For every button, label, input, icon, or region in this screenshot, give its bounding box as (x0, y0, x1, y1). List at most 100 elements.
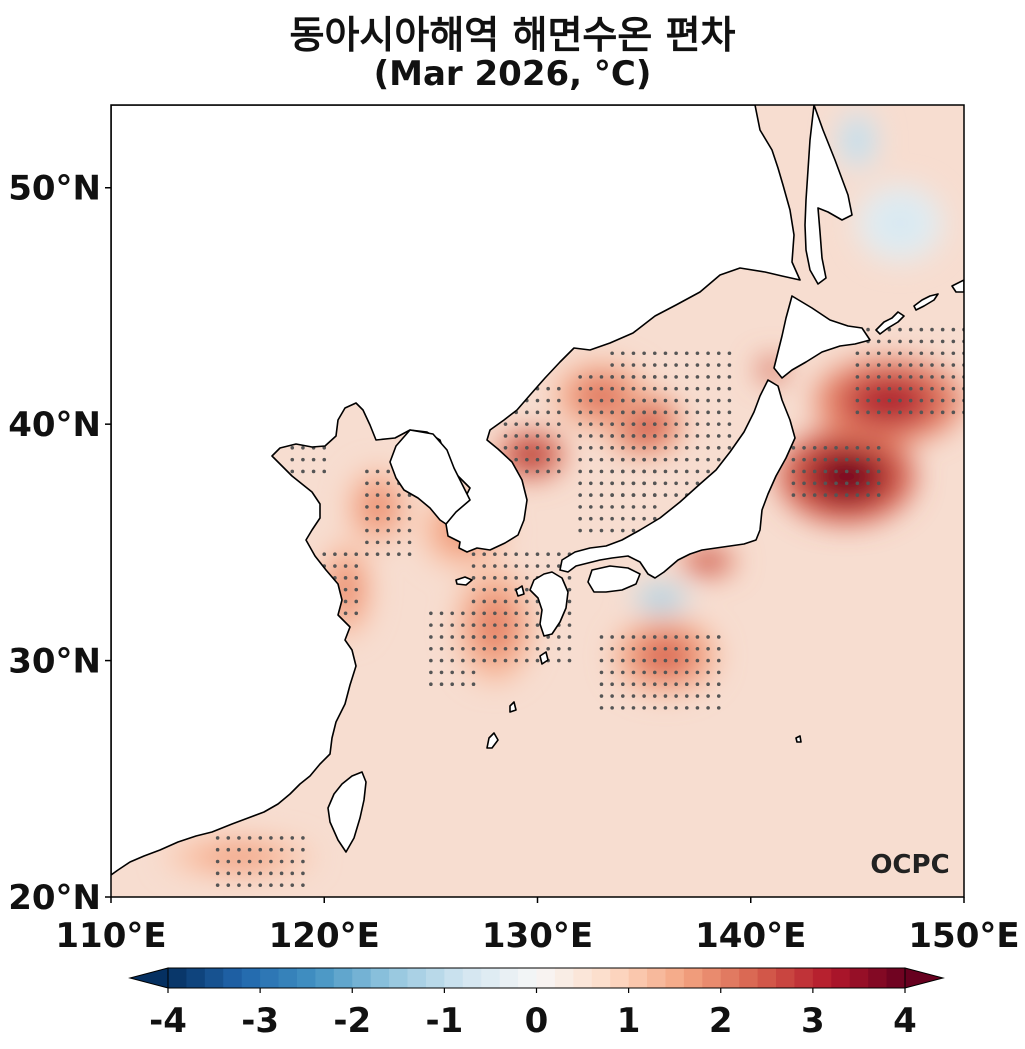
stipple-dot (482, 564, 486, 568)
stipple-dot (855, 363, 860, 367)
stipple-dot (343, 599, 348, 604)
stipple-dot (450, 682, 455, 687)
stipple-dot (599, 493, 604, 497)
stipple-dot (674, 434, 678, 438)
stipple-dot (450, 670, 455, 675)
stipple-dot (599, 457, 604, 462)
stipple-dot (535, 469, 540, 474)
stipple-dot (919, 375, 924, 379)
stipple-dot (716, 386, 721, 391)
stipple-dot (226, 871, 231, 876)
stipple-dot (365, 481, 369, 486)
anomaly-blob (212, 850, 266, 864)
stipple-dot (887, 339, 892, 344)
stipple-dot (866, 469, 870, 474)
stipple-dot (386, 505, 391, 509)
stipple-dot (706, 410, 710, 415)
stipple-dot (866, 363, 870, 367)
stipple-dot (631, 646, 636, 651)
stipple-dot (652, 457, 657, 462)
stipple-dot (471, 552, 476, 556)
stipple-dot (589, 505, 593, 509)
x-tick-label: 120°E (269, 916, 380, 956)
stipple-dot (674, 375, 678, 379)
stipple-dot (887, 410, 892, 415)
colorbar-segment (462, 968, 482, 988)
stipple-dot (258, 859, 263, 864)
stipple-dot (610, 493, 614, 497)
stipple-dot (951, 398, 956, 403)
stipple-dot (621, 706, 625, 710)
stipple-dot (695, 646, 700, 651)
stipple-dot (706, 682, 710, 687)
stipple-dot (407, 505, 412, 509)
colorbar-segment (849, 968, 869, 988)
stipple-dot (898, 386, 902, 391)
stipple-dot (652, 398, 657, 403)
stipple-dot (919, 410, 924, 415)
stipple-dot (642, 375, 646, 379)
stipple-dot (429, 682, 433, 687)
stipple-dot (247, 859, 252, 864)
stipple-dot (610, 646, 614, 651)
stipple-dot (919, 363, 924, 367)
stipple-dot (898, 375, 902, 379)
stipple-dot (791, 493, 796, 497)
land-sakhalin (804, 105, 853, 285)
x-tick-label: 130°E (482, 916, 593, 956)
stipple-dot (471, 623, 476, 627)
stipple-dot (429, 670, 433, 675)
stipple-dot (652, 351, 657, 356)
stipple-dot (578, 434, 582, 438)
land-amami (509, 701, 517, 713)
stipple-dot (812, 446, 817, 450)
colorbar-segment (812, 968, 832, 988)
stipple-dot (866, 457, 870, 462)
stipple-dot (279, 859, 284, 864)
stipple-dot (301, 859, 305, 864)
stipple-dot (610, 446, 614, 450)
stipple-dot (652, 469, 657, 474)
stipple-dot (631, 635, 636, 639)
stipple-dot (631, 386, 636, 391)
stipple-dot (663, 694, 668, 698)
stipple-dot (397, 493, 401, 497)
colorbar-segment (296, 968, 316, 988)
colorbar-tick-label: 0 (525, 1001, 549, 1041)
stipple-dot (450, 623, 455, 627)
land-shandong (389, 429, 471, 525)
stipple-dot (461, 623, 465, 627)
stipple-dot (876, 363, 881, 367)
stipple-dot (674, 446, 678, 450)
anomaly-blob (519, 446, 544, 464)
stipple-dot (493, 611, 497, 616)
colorbar (128, 967, 945, 989)
stipple-dot (610, 375, 614, 379)
stipple-dot (898, 351, 902, 356)
stipple-dot (610, 422, 614, 426)
stipple-dot (674, 410, 678, 415)
stipple-dot (247, 883, 252, 887)
stipple-dot (578, 516, 582, 521)
stipple-dot (343, 552, 348, 556)
land-miyake (795, 735, 802, 743)
stipple-dot (834, 446, 838, 450)
stipple-dot (482, 623, 486, 627)
stipple-dot (567, 611, 572, 616)
stipple-dot (876, 398, 881, 403)
stipple-dot (535, 410, 540, 415)
stipple-dot (716, 682, 721, 687)
stipple-dot (461, 670, 465, 675)
stipple-dot (514, 576, 518, 580)
stipple-dot (482, 552, 486, 556)
stipple-dot (631, 493, 636, 497)
stipple-dot (652, 516, 657, 521)
stipple-dot (621, 386, 625, 391)
stipple-dot (642, 646, 646, 651)
stipple-dot (695, 694, 700, 698)
stipple-dot (621, 469, 625, 474)
stipple-dot (599, 670, 604, 675)
stipple-dot (716, 434, 721, 438)
stipple-dot (482, 599, 486, 604)
stipple-dot (589, 422, 593, 426)
